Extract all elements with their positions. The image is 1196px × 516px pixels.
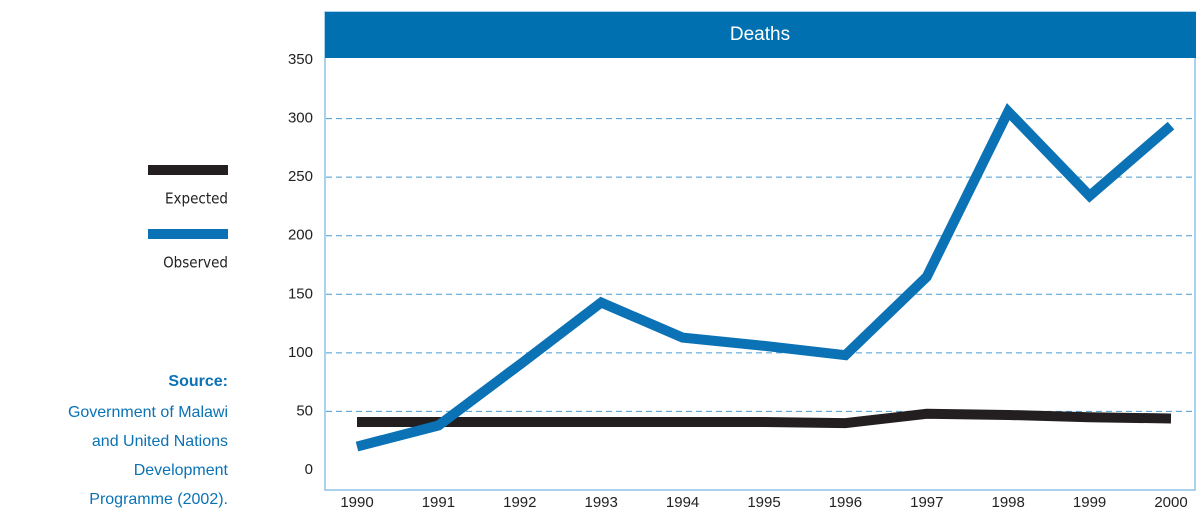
y-tick-label: 300 <box>288 110 313 127</box>
y-tick-label: 50 <box>296 402 313 419</box>
series-line <box>357 408 1172 429</box>
legend-label: Observed <box>163 254 228 272</box>
legend-label: Expected <box>165 190 228 208</box>
x-tick-label: 1996 <box>829 494 862 511</box>
legend-swatch <box>148 165 228 175</box>
chart-title: Deaths <box>730 24 790 45</box>
title-bar <box>325 12 1196 58</box>
y-tick-label: 200 <box>288 227 313 244</box>
legend-swatch <box>148 229 228 239</box>
series-line <box>355 102 1175 452</box>
x-tick-label: 1998 <box>992 494 1025 511</box>
y-tick-label: 350 <box>288 51 313 68</box>
source-line: Development <box>134 462 229 479</box>
y-tick-label: 100 <box>288 344 313 361</box>
source-label: Source: <box>168 373 228 390</box>
y-tick-label: 250 <box>288 168 313 185</box>
source-line: and United Nations <box>92 433 228 450</box>
x-tick-label: 1991 <box>422 494 455 511</box>
source-line: Government of Malawi <box>68 404 228 421</box>
y-tick-label: 150 <box>288 285 313 302</box>
y-tick-label: 0 <box>305 461 313 478</box>
x-tick-label: 1994 <box>666 494 699 511</box>
source-line: Programme (2002). <box>89 491 228 508</box>
x-tick-label: 1999 <box>1073 494 1106 511</box>
x-tick-label: 2000 <box>1154 494 1187 511</box>
x-tick-label: 1993 <box>585 494 618 511</box>
x-tick-label: 1992 <box>503 494 536 511</box>
x-tick-label: 1997 <box>910 494 943 511</box>
x-tick-label: 1990 <box>340 494 373 511</box>
x-tick-label: 1995 <box>747 494 780 511</box>
